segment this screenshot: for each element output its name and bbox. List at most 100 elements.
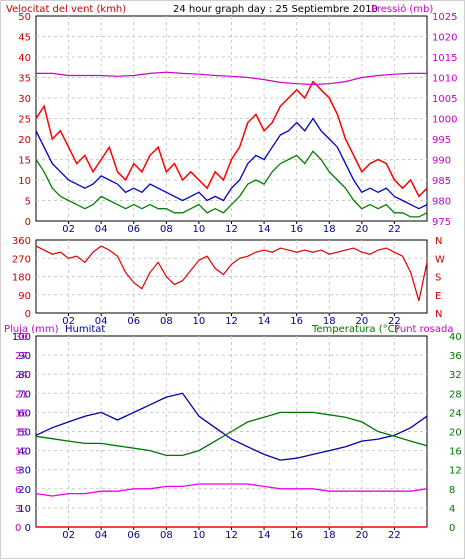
x-tick-label: 10: [193, 530, 206, 541]
temperature-tick-label: 16: [449, 447, 462, 458]
rain-tick-label: 0: [15, 523, 21, 534]
y-tick-label: 10: [18, 504, 31, 515]
x-tick-label: 18: [323, 316, 336, 327]
x-tick-label: 20: [355, 530, 368, 541]
y-tick-label: 360: [12, 236, 31, 247]
x-tick-label: 10: [193, 224, 206, 235]
x-tick-label: 16: [290, 316, 303, 327]
compass-label: E: [435, 291, 441, 302]
y-tick-label: 25: [18, 115, 31, 126]
y-tick-label: 45: [18, 33, 31, 44]
y-tick-label: 90: [18, 291, 31, 302]
wind-direction-line: [35, 245, 428, 301]
rain-tick-label: 30: [15, 332, 28, 343]
y-tick-label: 40: [18, 53, 31, 64]
x-tick-label: 20: [355, 224, 368, 235]
x-tick-label: 06: [127, 316, 140, 327]
rain-tick-label: 6: [15, 485, 21, 496]
y-tick-label: 70: [18, 389, 31, 400]
x-tick-label: 12: [225, 224, 238, 235]
rain-tick-label: 21: [15, 389, 28, 400]
wind-gust-line: [35, 80, 428, 198]
x-tick-label: 16: [290, 224, 303, 235]
dewpoint-axis-label: Punt rosada: [394, 324, 453, 335]
x-tick-label: 08: [160, 530, 173, 541]
x-tick-label: 04: [95, 316, 108, 327]
y-tick-label: 35: [18, 74, 31, 85]
dewpoint-line: [35, 483, 428, 497]
pressure-tick-label: 990: [432, 156, 451, 167]
pressure-tick-label: 1010: [432, 74, 457, 85]
pressure-tick-label: 1015: [432, 53, 457, 64]
x-tick-label: 18: [323, 224, 336, 235]
pressure-tick-label: 1020: [432, 33, 457, 44]
y-tick-label: 5: [25, 197, 31, 208]
x-tick-label: 22: [388, 316, 401, 327]
pressure-tick-label: 975: [432, 217, 451, 228]
x-tick-label: 04: [95, 224, 108, 235]
x-tick-label: 14: [258, 224, 271, 235]
rain-tick-label: 12: [15, 447, 28, 458]
compass-label: N: [435, 236, 442, 247]
compass-label: N: [435, 309, 442, 320]
x-tick-label: 12: [225, 530, 238, 541]
x-tick-label: 02: [62, 224, 75, 235]
pressure-tick-label: 985: [432, 176, 451, 187]
pressure-tick-label: 995: [432, 135, 451, 146]
rain-tick-label: 27: [15, 351, 28, 362]
x-tick-label: 12: [225, 316, 238, 327]
x-tick-label: 04: [95, 530, 108, 541]
y-tick-label: 40: [18, 447, 31, 458]
y-tick-label: 90: [18, 351, 31, 362]
x-tick-label: 02: [62, 316, 75, 327]
temperature-tick-label: 36: [449, 351, 462, 362]
y-tick-label: 15: [18, 156, 31, 167]
x-tick-label: 08: [160, 224, 173, 235]
x-tick-label: 06: [127, 224, 140, 235]
y-tick-label: 30: [18, 466, 31, 477]
temperature-tick-label: 24: [449, 408, 462, 419]
pressure-tick-label: 1025: [432, 12, 457, 23]
y-tick-label: 180: [12, 273, 31, 284]
rain-tick-label: 15: [15, 428, 28, 439]
y-tick-label: 50: [18, 428, 31, 439]
temperature-tick-label: 28: [449, 389, 462, 400]
humidity-axis-label: Humitat: [65, 324, 105, 335]
y-tick-label: 30: [18, 94, 31, 105]
y-tick-label: 20: [18, 485, 31, 496]
wind-min-line: [35, 150, 428, 218]
x-tick-label: 22: [388, 530, 401, 541]
temperature-tick-label: 4: [449, 504, 455, 515]
temperature-line: [35, 411, 428, 457]
temperature-axis-label: Temperatura (°C): [311, 324, 399, 335]
pressure-line: [36, 71, 427, 86]
x-tick-label: 08: [160, 316, 173, 327]
temperature-tick-label: 12: [449, 466, 462, 477]
y-tick-label: 80: [18, 370, 31, 381]
y-tick-label: 0: [25, 523, 31, 534]
compass-label: S: [435, 273, 441, 284]
temperature-tick-label: 40: [449, 332, 462, 343]
y-tick-label: 100: [12, 332, 31, 343]
temperature-tick-label: 32: [449, 370, 462, 381]
x-tick-label: 22: [388, 224, 401, 235]
y-tick-label: 60: [18, 408, 31, 419]
x-tick-label: 16: [290, 530, 303, 541]
x-tick-label: 18: [323, 530, 336, 541]
rain-tick-label: 9: [15, 466, 21, 477]
y-tick-label: 10: [18, 176, 31, 187]
rain-tick-label: 18: [15, 408, 28, 419]
pressure-tick-label: 1000: [432, 115, 457, 126]
rain-axis-label: Pluja (mm): [4, 324, 59, 335]
x-tick-label: 14: [258, 316, 271, 327]
pressure-axis-label: Pressió (mb): [371, 3, 433, 15]
pressure-tick-label: 980: [432, 197, 451, 208]
temperature-tick-label: 8: [449, 485, 455, 496]
y-tick-label: 20: [18, 135, 31, 146]
y-tick-label: 270: [12, 254, 31, 265]
temperature-tick-label: 20: [449, 428, 462, 439]
wind-speed-axis-label: Velocitat del vent (kmh): [6, 4, 126, 15]
y-tick-label: 0: [25, 309, 31, 320]
